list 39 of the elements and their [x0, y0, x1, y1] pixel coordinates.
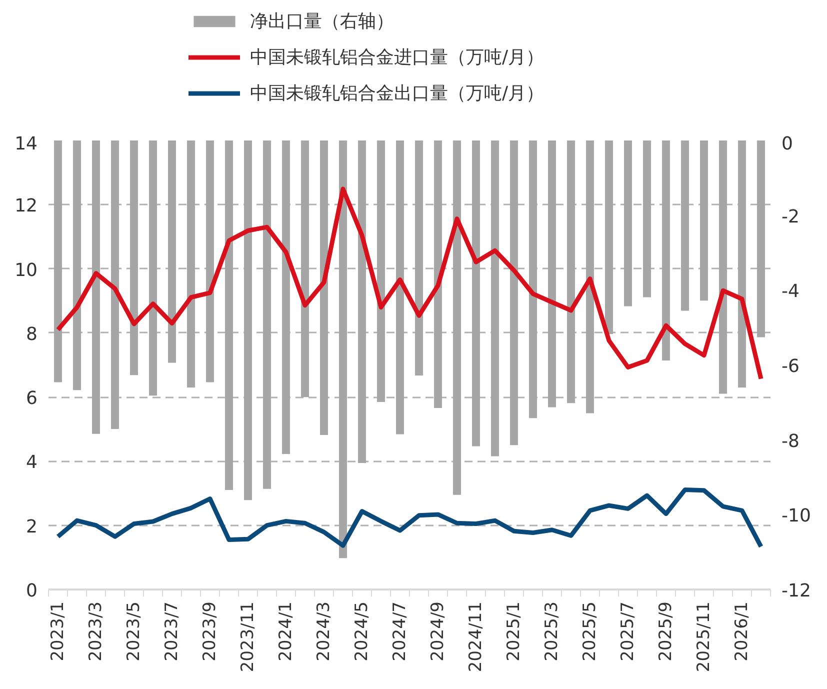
- x-tick-label: 2025/3: [542, 601, 562, 662]
- x-tick-label: 2026/1: [732, 601, 752, 662]
- x-tick-label: 2023/9: [200, 601, 220, 662]
- y-tick-label: 4: [26, 452, 38, 474]
- y2-tick-label: -2: [782, 206, 800, 228]
- x-tick-label: 2023/3: [86, 601, 106, 662]
- y2-tick-label: -6: [782, 356, 800, 377]
- y-tick-label: 12: [14, 196, 38, 217]
- x-tick-label: 2025/9: [656, 601, 676, 662]
- y-tick-label: 2: [26, 516, 38, 538]
- x-tick-label: 2023/11: [238, 602, 258, 672]
- legend-label: 中国未锻轧铝合金进口量（万吨/月）: [250, 46, 544, 69]
- x-tick-label: 2025/5: [580, 601, 600, 662]
- x-tick-label: 2025/1: [504, 601, 524, 662]
- y2-tick-label: 0: [782, 134, 793, 154]
- x-tick-label: 2024/11: [466, 602, 486, 672]
- y2-tick-label: -4: [782, 281, 800, 302]
- y-tick-label: 6: [26, 388, 38, 410]
- legend-label: 净出口量（右轴）: [250, 10, 394, 33]
- x-tick-label: 2025/11: [694, 602, 714, 672]
- line-series: [56, 186, 764, 382]
- x-tick-label: 2023/1: [48, 601, 68, 662]
- y2-tick-label: -12: [782, 580, 811, 602]
- x-tick-label: 2023/5: [124, 601, 144, 662]
- x-tick-label: 2023/7: [162, 601, 182, 662]
- y-tick-label: 8: [26, 324, 38, 345]
- x-tick-label: 2024/5: [352, 601, 372, 662]
- x-tick-label: 2025/7: [618, 601, 638, 662]
- y-tick-label: 0: [26, 580, 38, 602]
- y2-tick-label: -10: [782, 506, 811, 527]
- x-tick-label: 2024/9: [428, 601, 448, 662]
- y-tick-label: 10: [14, 260, 38, 281]
- legend-label: 中国未锻轧铝合金出口量（万吨/月）: [250, 82, 544, 105]
- x-tick-label: 2024/7: [390, 601, 410, 662]
- x-tick-label: 2024/1: [276, 601, 296, 662]
- line-series: [56, 488, 764, 549]
- y-tick-label: 14: [14, 134, 38, 154]
- x-tick-label: 2024/3: [314, 601, 334, 662]
- y2-tick-label: -8: [782, 430, 800, 452]
